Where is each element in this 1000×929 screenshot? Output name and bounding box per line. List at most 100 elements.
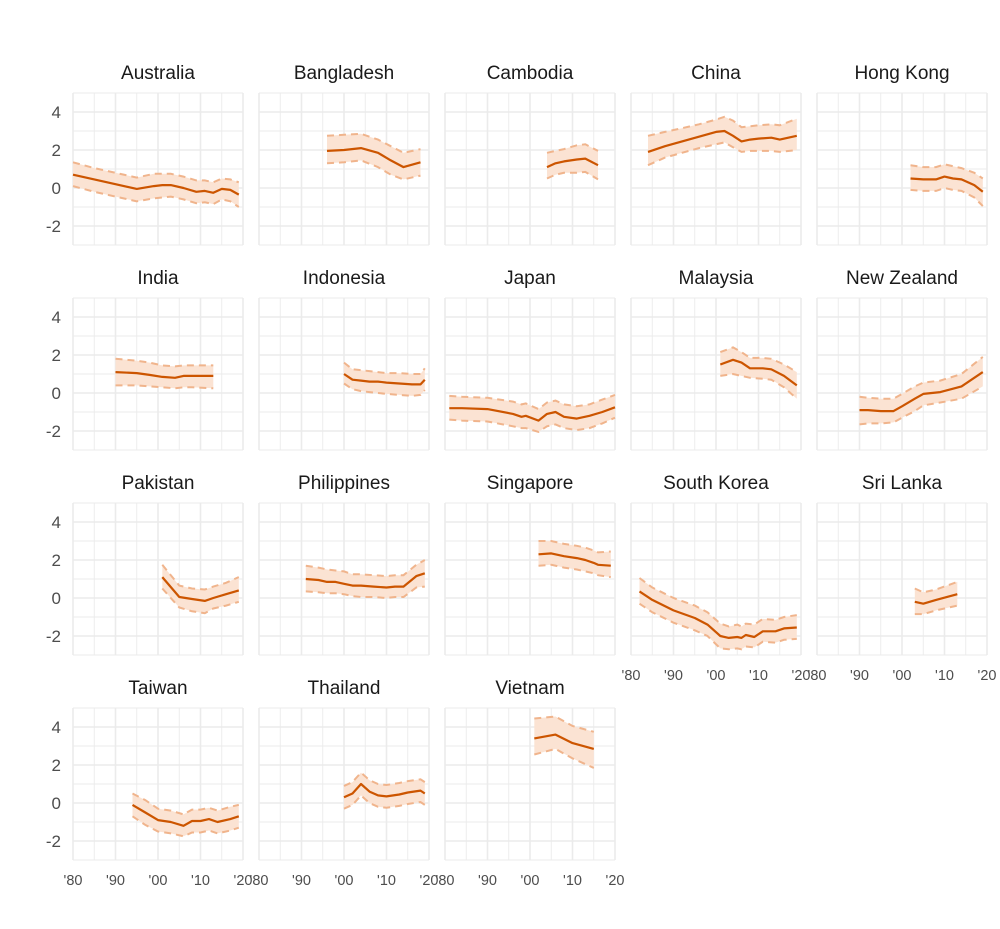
confidence-band bbox=[648, 116, 797, 166]
panel-title: Indonesia bbox=[303, 268, 386, 289]
panel-china: China bbox=[630, 63, 802, 246]
confidence-band bbox=[449, 394, 615, 432]
upper-bound-line bbox=[719, 346, 798, 373]
y-tick-label: 2 bbox=[52, 551, 61, 570]
panel-title: Malaysia bbox=[679, 268, 754, 289]
panel-philippines: Philippines bbox=[258, 473, 430, 656]
panel-indonesia: Indonesia bbox=[258, 268, 430, 451]
x-tick-label: '80 bbox=[808, 668, 827, 684]
lower-bound-line bbox=[910, 186, 984, 207]
y-tick-label: 2 bbox=[52, 141, 61, 160]
lower-bound-line bbox=[115, 384, 214, 390]
y-tick-label: -2 bbox=[46, 422, 61, 441]
x-tick-label: '20 bbox=[234, 873, 253, 889]
x-tick-label: '00 bbox=[335, 873, 354, 889]
upper-bound-line bbox=[546, 143, 599, 154]
lower-bound-line bbox=[343, 382, 426, 397]
x-tick-label: '20 bbox=[792, 668, 811, 684]
estimate-line bbox=[647, 129, 798, 153]
y-tick-label: 4 bbox=[52, 513, 61, 532]
upper-bound-line bbox=[326, 132, 421, 154]
panel-sri-lanka: Sri Lanka '80 '90 '00 '10 '20 bbox=[808, 473, 997, 684]
upper-bound-line bbox=[115, 357, 214, 368]
panel-malaysia: Malaysia bbox=[630, 268, 802, 451]
panel-title: Hong Kong bbox=[854, 63, 949, 84]
panel-title: South Korea bbox=[663, 473, 769, 494]
panel-title: New Zealand bbox=[846, 268, 958, 289]
lower-bound-line bbox=[161, 587, 240, 615]
estimate-line bbox=[538, 552, 611, 567]
x-tick-label: '20 bbox=[978, 668, 997, 684]
y-tick-label: -2 bbox=[46, 217, 61, 236]
panel-vietnam: Vietnam '80 '90 '00 '10 '20 bbox=[436, 678, 625, 889]
x-tick-label: '00 bbox=[149, 873, 168, 889]
confidence-band bbox=[720, 347, 797, 399]
panel-title: China bbox=[691, 63, 741, 84]
upper-bound-line bbox=[343, 771, 426, 787]
confidence-band bbox=[547, 144, 598, 180]
lower-bound-line bbox=[720, 372, 798, 400]
panel-grid bbox=[816, 502, 988, 656]
x-tick-label: '90 bbox=[106, 873, 125, 889]
panel-grid bbox=[444, 92, 616, 246]
x-tick-label: '90 bbox=[478, 873, 497, 889]
upper-bound-line bbox=[859, 356, 984, 400]
panel-title: Philippines bbox=[298, 473, 390, 494]
panel-cambodia: Cambodia bbox=[444, 63, 616, 246]
panel-grid bbox=[816, 92, 988, 246]
panel-title: Sri Lanka bbox=[862, 473, 943, 494]
panel-title: Vietnam bbox=[495, 678, 564, 699]
y-tick-label: 0 bbox=[52, 794, 61, 813]
estimate-line bbox=[343, 782, 426, 799]
confidence-band bbox=[327, 133, 421, 180]
x-tick-label: '80 bbox=[622, 668, 641, 684]
estimate-line bbox=[534, 733, 595, 750]
confidence-band bbox=[910, 164, 983, 207]
panel-title: Pakistan bbox=[122, 473, 195, 494]
upper-bound-line bbox=[161, 564, 240, 591]
estimate-line bbox=[343, 373, 426, 386]
confidence-band bbox=[639, 578, 797, 650]
confidence-band bbox=[162, 564, 239, 614]
panel-grid bbox=[72, 707, 244, 861]
upper-bound-line bbox=[343, 361, 426, 375]
lower-bound-line bbox=[131, 815, 240, 838]
panel-title: Australia bbox=[121, 63, 195, 84]
panel-india: India 4 2 0 -2 bbox=[46, 268, 244, 451]
estimate-line bbox=[72, 173, 240, 196]
panel-taiwan: Taiwan 4 2 0 -2 '80 '90 '00 '10 '20 bbox=[46, 678, 253, 889]
x-tick-label: '10 bbox=[935, 668, 954, 684]
panel-title: Singapore bbox=[487, 473, 574, 494]
x-tick-label: '10 bbox=[191, 873, 210, 889]
estimate-line bbox=[115, 371, 214, 379]
y-tick-label: 0 bbox=[52, 384, 61, 403]
estimate-line bbox=[719, 358, 798, 387]
x-tick-label: '10 bbox=[749, 668, 768, 684]
x-tick-label: '20 bbox=[420, 873, 439, 889]
x-tick-label: '80 bbox=[64, 873, 83, 889]
y-tick-label: 2 bbox=[52, 346, 61, 365]
upper-bound-line bbox=[449, 393, 616, 411]
estimate-line bbox=[910, 175, 984, 193]
y-tick-label: 0 bbox=[52, 179, 61, 198]
upper-bound-line bbox=[132, 792, 240, 816]
confidence-band bbox=[305, 560, 425, 598]
upper-bound-line bbox=[305, 559, 426, 578]
panel-grid bbox=[258, 92, 430, 246]
confidence-band bbox=[344, 772, 425, 809]
upper-bound-line bbox=[538, 540, 611, 554]
y-tick-label: 4 bbox=[52, 718, 61, 737]
lower-bound-line bbox=[534, 747, 595, 769]
panel-pakistan: Pakistan 4 2 0 -2 bbox=[46, 473, 244, 656]
lower-bound-line bbox=[326, 159, 421, 181]
upper-bound-line bbox=[647, 115, 798, 137]
lower-bound-line bbox=[914, 604, 958, 616]
panel-title: Taiwan bbox=[128, 678, 187, 699]
x-tick-label: '00 bbox=[893, 668, 912, 684]
panel-japan: Japan bbox=[444, 268, 616, 451]
panel-title: Japan bbox=[504, 268, 556, 289]
estimate-line bbox=[305, 572, 426, 589]
panel-thailand: Thailand '80 '90 '00 '10 '20 bbox=[250, 678, 439, 889]
estimate-line bbox=[449, 406, 616, 422]
